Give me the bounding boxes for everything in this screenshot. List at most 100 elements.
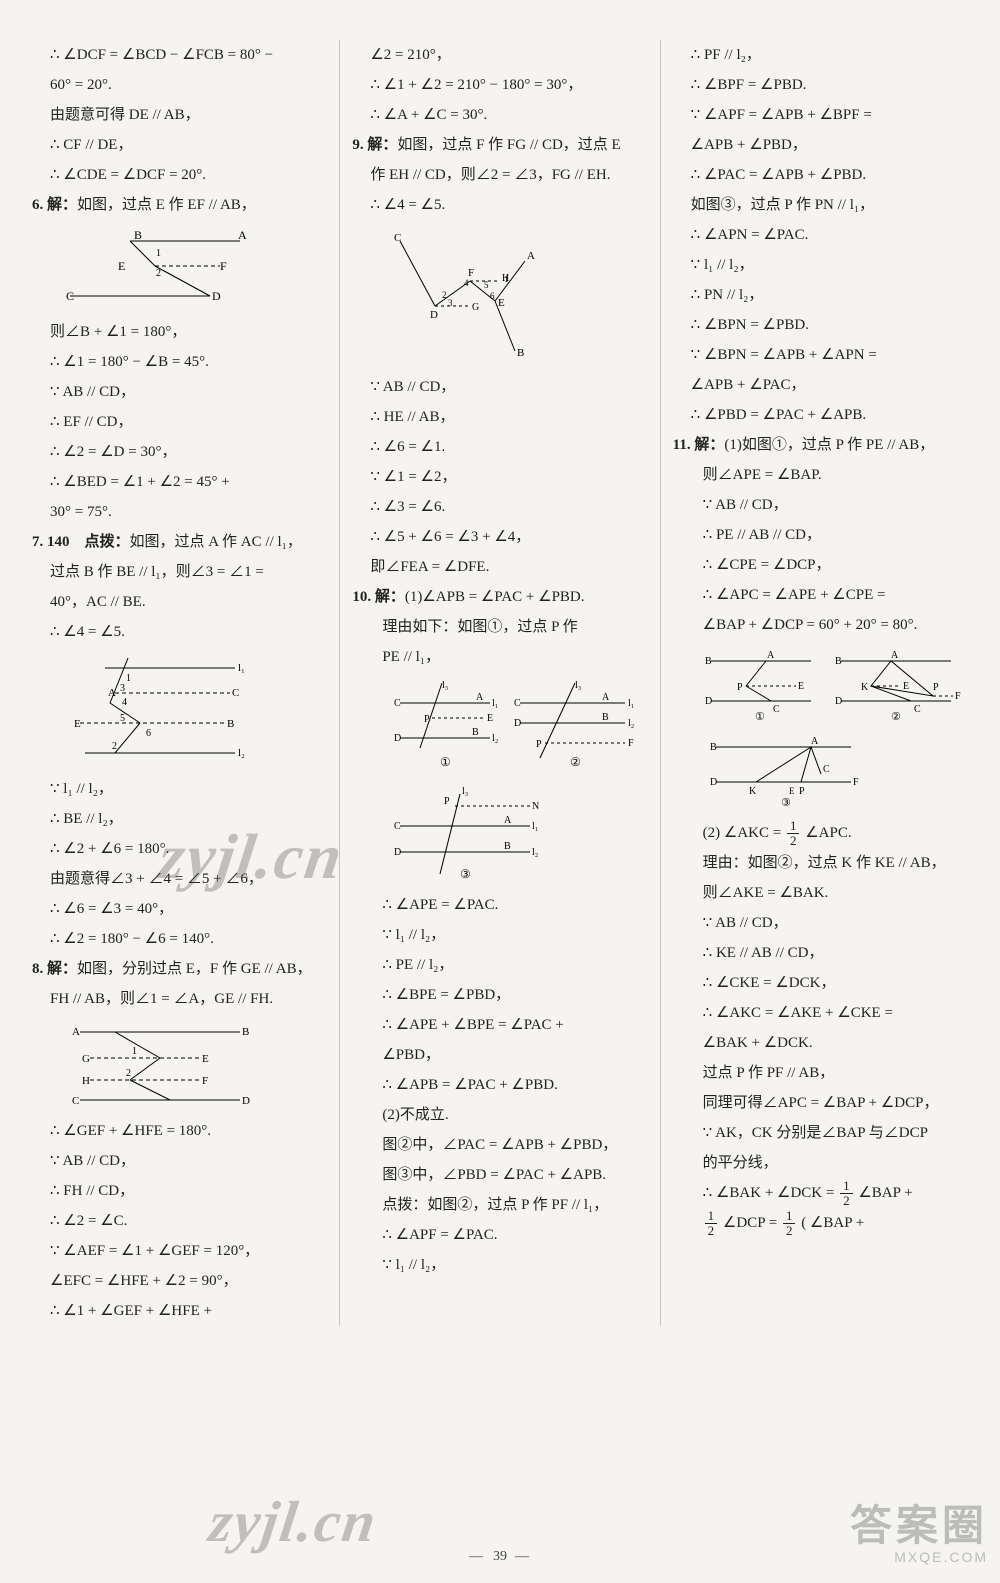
text-line: PE // l₁， [352,642,647,672]
svg-text:B: B [710,742,717,753]
fraction-half: 12 [840,1179,853,1207]
svg-text:P: P [536,739,542,750]
text: (1)如图①，过点 P 作 PE // AB， [724,437,934,453]
svg-text:5: 5 [120,713,125,724]
svg-text:G: G [472,302,479,313]
text-line: ∴ ∠CDE = ∠DCF = 20°. [32,160,327,190]
text-line: 则∠B + ∠1 = 180°， [32,317,327,347]
svg-text:2: 2 [442,290,447,300]
svg-text:6: 6 [146,728,151,739]
text-line: ∴ ∠3 = ∠6. [352,492,647,522]
svg-text:F: F [220,259,227,273]
svg-text:A: A [476,692,484,703]
svg-text:C: C [914,704,921,715]
text-line: 则∠AKE = ∠BAK. [673,878,968,908]
svg-text:l₂: l₂ [492,733,498,744]
svg-text:C: C [514,698,521,709]
text: ∴ ∠BAK + ∠DCK = [703,1185,838,1201]
text-line: ∴ ∠4 = ∠5. [352,190,647,220]
svg-text:②: ② [570,755,581,769]
text-line: ∴ ∠4 = ∠5. [32,617,327,647]
svg-text:N: N [532,801,539,812]
text-line: ∴ ∠6 = ∠3 = 40°， [32,894,327,924]
text: 如图，过点 A 作 AC // l₁， [130,534,302,550]
text: (1)∠APB = ∠PAC + ∠PBD. [405,589,585,605]
text-line: ∴ HE // AB， [352,402,647,432]
text-line: FH // AB，则∠1 = ∠A，GE // FH. [32,984,327,1014]
text-line: 30° = 75°. [32,497,327,527]
dash-icon: — [469,1549,485,1565]
text-line: ∵ ∠BPN = ∠APB + ∠APN = [673,340,968,370]
qnum: 10. 解： [352,589,405,605]
text: (2) ∠AKC = [703,825,785,841]
text-line: ∴ ∠BAK + ∠DCK = 12 ∠BAP + [673,1178,968,1208]
svg-text:3: 3 [448,298,453,308]
text-line: ∴ ∠2 + ∠6 = 180°. [32,834,327,864]
svg-text:F: F [202,1075,208,1087]
question-7: 7. 140 点拨：如图，过点 A 作 AC // l₁， [32,527,327,557]
svg-text:1: 1 [132,1046,137,1057]
text-line: 过点 P 作 PF // AB， [673,1058,968,1088]
svg-text:E: E [487,713,493,724]
text-line: 由题意可得 DE // AB， [32,100,327,130]
column-3: ∴ PF // l₂， ∴ ∠BPF = ∠PBD. ∵ ∠APF = ∠APB… [660,40,980,1326]
text-line: (2)不成立. [352,1100,647,1130]
svg-text:4: 4 [464,278,469,288]
svg-text:l₃: l₃ [462,786,468,797]
text-line: (2) ∠AKC = 12 ∠APC. [673,818,968,848]
text-line: ∴ ∠1 + ∠GEF + ∠HFE + [32,1296,327,1326]
svg-text:F: F [955,691,961,702]
dash-icon: — [515,1549,531,1565]
svg-text:B: B [134,228,142,242]
text-line: ∴ ∠A + ∠C = 30°. [352,100,647,130]
text-line: ∠BAK + ∠DCK. [673,1028,968,1058]
text-line: ∵ ∠AEF = ∠1 + ∠GEF = 120°， [32,1236,327,1266]
text-line: ∴ ∠BPF = ∠PBD. [673,70,968,100]
svg-text:1: 1 [126,673,131,684]
text-line: ∴ CF // DE， [32,130,327,160]
svg-text:5: 5 [484,280,489,290]
svg-text:l₂: l₂ [628,718,634,729]
text-line: ∴ ∠PBD = ∠PAC + ∠APB. [673,400,968,430]
svg-text:C: C [773,704,780,715]
svg-text:③: ③ [460,867,471,881]
svg-text:F: F [853,777,859,788]
text-line: ∴ ∠GEF + ∠HFE = 180°. [32,1116,327,1146]
text-line: ∠APB + ∠PAC， [673,370,968,400]
svg-text:D: D [705,696,712,707]
text-line: ∠EFC = ∠HFE + ∠2 = 90°， [32,1266,327,1296]
text-line: ∴ PN // l₂， [673,280,968,310]
svg-text:1: 1 [156,248,161,259]
text-line: 图③中，∠PBD = ∠PAC + ∠APB. [352,1160,647,1190]
svg-text:B: B [242,1026,249,1038]
svg-text:C: C [232,687,239,699]
text-line: ∴ ∠1 + ∠2 = 210° − 180° = 30°， [352,70,647,100]
svg-text:l₂: l₂ [532,847,538,858]
svg-text:D: D [394,847,401,858]
text-line: ∠2 = 210°， [352,40,647,70]
text-line: ∵ l₁ // l₂， [352,920,647,950]
svg-text:C: C [394,698,401,709]
text-line: ∴ ∠2 = ∠D = 30°， [32,437,327,467]
svg-text:D: D [835,696,842,707]
diagram-q11-3: BA C D KEP F ③ [701,732,968,812]
svg-text:E: E [498,297,505,309]
svg-text:K: K [861,682,869,693]
text-line: ∴ EF // CD， [32,407,327,437]
svg-text:C: C [823,764,830,775]
text-line: ∵ AB // CD， [673,490,968,520]
text-line: ∴ ∠BED = ∠1 + ∠2 = 45° + [32,467,327,497]
svg-text:E: E [74,718,81,730]
svg-text:A: A [238,228,247,242]
svg-text:E: E [903,681,909,692]
svg-text:E: E [118,259,125,273]
svg-text:F: F [628,738,634,749]
text-line: 过点 B 作 BE // l₁，则∠3 = ∠1 = [32,557,327,587]
text: 如图，分别过点 E，F 作 GE // AB， [77,961,312,977]
text-line: ∴ ∠APF = ∠PAC. [352,1220,647,1250]
svg-text:F: F [468,267,474,279]
text-line: ∴ ∠BPE = ∠PBD， [352,980,647,1010]
svg-text:P: P [799,786,805,797]
svg-text:B: B [835,656,842,667]
svg-text:E: E [202,1053,209,1065]
